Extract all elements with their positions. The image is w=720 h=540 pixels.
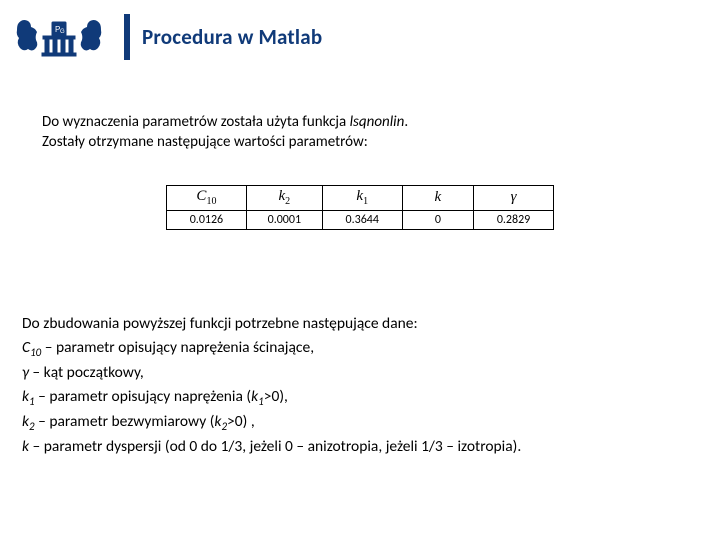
desc-gamma-text: – kąt początkowy,	[29, 363, 144, 382]
desc-c10-text: – parametr opisujący naprężenia ścinając…	[41, 338, 314, 357]
svg-text:G: G	[60, 29, 65, 35]
td-k1: 0.3644	[322, 210, 402, 229]
parameters-table: C10 k2 k1 k γ 0.0126 0.0001 0.3644 0 0.2…	[166, 185, 554, 230]
header-divider	[124, 14, 130, 60]
th-k1-sub: 1	[363, 196, 368, 207]
intro-line1a: Do wyznaczenia parametrów została użyta …	[42, 113, 350, 131]
desc-k2-text1: – parametr bezwymiarowy (	[35, 412, 215, 431]
desc-k1-text1: – parametr opisujący naprężenia (	[35, 387, 252, 406]
desc-k2: k2 – parametr bezwymiarowy (k2>0) ,	[22, 410, 698, 435]
table-header-row: C10 k2 k1 k γ	[167, 185, 554, 210]
university-logo-icon: P G	[12, 14, 106, 60]
sym-c-sub: 10	[30, 346, 41, 359]
th-g-base: γ	[511, 189, 517, 205]
desc-k1-text2: >0),	[264, 387, 288, 406]
desc-c10: C10 – parametr opisujący naprężenia ścin…	[22, 336, 698, 361]
intro-paragraph: Do wyznaczenia parametrów została użyta …	[42, 112, 680, 153]
parameter-descriptions: Do zbudowania powyższej funkcji potrzebn…	[22, 312, 698, 459]
desc-k-text: – parametr dyspersji (od 0 do 1/3, jeżel…	[29, 437, 521, 456]
sym-c: C	[22, 338, 30, 357]
td-k: 0	[402, 210, 473, 229]
th-c10: C10	[167, 185, 247, 210]
th-k: k	[402, 185, 473, 210]
intro-line2: Zostały otrzymane następujące wartości p…	[42, 133, 368, 151]
sym-gamma: γ	[22, 363, 29, 382]
th-gamma: γ	[474, 185, 554, 210]
slide-header: P G Procedura w Matlab	[0, 0, 720, 64]
table-row: 0.0126 0.0001 0.3644 0 0.2829	[167, 210, 554, 229]
sym-k1: k	[22, 387, 29, 406]
sym-k: k	[22, 437, 29, 456]
slide-title: Procedura w Matlab	[142, 24, 322, 50]
desc-gamma: γ – kąt początkowy,	[22, 361, 698, 385]
td-gamma: 0.2829	[474, 210, 554, 229]
td-c10: 0.0126	[167, 210, 247, 229]
desc-k: k – parametr dyspersji (od 0 do 1/3, jeż…	[22, 435, 698, 459]
intro-line1c: .	[404, 113, 408, 131]
desc-k2-text2: >0) ,	[227, 412, 255, 431]
th-k1: k1	[322, 185, 402, 210]
desc-k1: k1 – parametr opisujący naprężenia (k1>0…	[22, 385, 698, 410]
th-c10-base: C	[196, 188, 206, 204]
th-c10-sub: 10	[206, 196, 216, 207]
th-k2-sub: 2	[285, 196, 290, 207]
desc-intro: Do zbudowania powyższej funkcji potrzebn…	[22, 312, 698, 336]
td-k2: 0.0001	[246, 210, 322, 229]
intro-funcname: lsqnonlin	[350, 113, 405, 131]
th-k-base: k	[435, 189, 442, 205]
sym-k2: k	[22, 412, 29, 431]
th-k2: k2	[246, 185, 322, 210]
